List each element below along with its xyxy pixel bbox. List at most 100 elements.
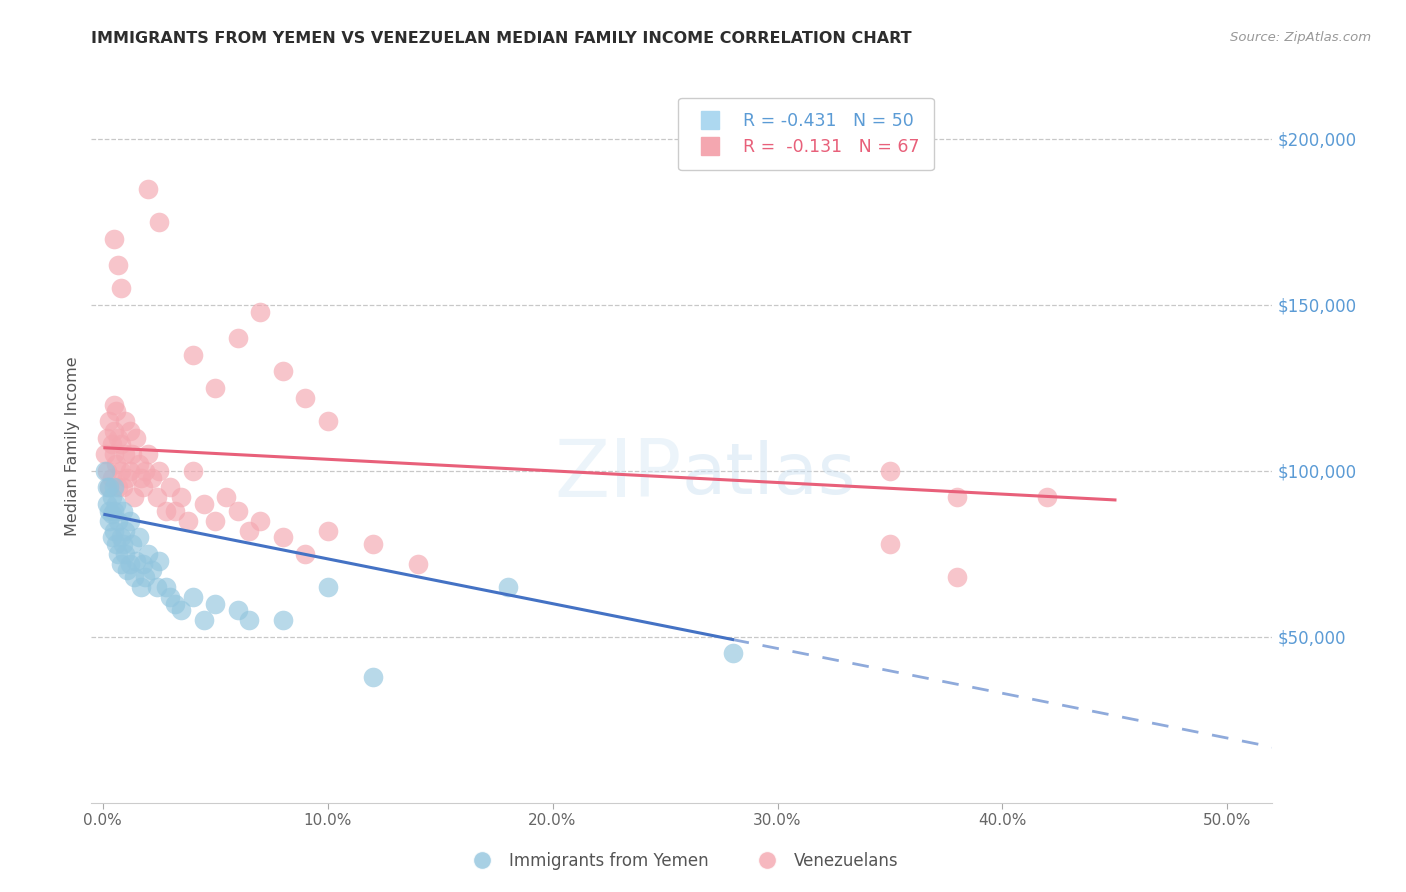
Point	[204, 597, 226, 611]
Point	[114, 447, 136, 461]
Point	[148, 553, 170, 567]
Point	[111, 504, 134, 518]
Point	[117, 564, 139, 578]
Point	[98, 481, 121, 495]
Point	[107, 514, 129, 528]
Point	[98, 414, 121, 428]
Point	[170, 491, 193, 505]
Point	[98, 514, 121, 528]
Point	[129, 580, 152, 594]
Point	[177, 514, 200, 528]
Point	[96, 464, 118, 478]
Point	[204, 514, 226, 528]
Point	[181, 348, 204, 362]
Text: ZIP: ZIP	[554, 435, 682, 514]
Point	[128, 530, 150, 544]
Point	[159, 590, 181, 604]
Point	[238, 613, 260, 627]
Point	[193, 497, 215, 511]
Point	[100, 491, 122, 505]
Point	[96, 497, 118, 511]
Point	[238, 524, 260, 538]
Point	[132, 481, 155, 495]
Point	[118, 424, 141, 438]
Point	[141, 470, 163, 484]
Point	[111, 481, 134, 495]
Point	[103, 397, 125, 411]
Point	[96, 431, 118, 445]
Point	[105, 537, 128, 551]
Point	[316, 580, 339, 594]
Point	[136, 547, 159, 561]
Point	[181, 590, 204, 604]
Point	[148, 464, 170, 478]
Point	[111, 537, 134, 551]
Point	[118, 464, 141, 478]
Point	[105, 457, 128, 471]
Point	[496, 580, 519, 594]
Point	[145, 580, 167, 594]
Legend: Immigrants from Yemen, Venezuelans: Immigrants from Yemen, Venezuelans	[458, 846, 905, 877]
Point	[226, 603, 249, 617]
Point	[249, 514, 271, 528]
Point	[155, 504, 177, 518]
Point	[117, 470, 139, 484]
Point	[122, 491, 145, 505]
Point	[110, 281, 132, 295]
Point	[128, 457, 150, 471]
Point	[107, 481, 129, 495]
Point	[110, 557, 132, 571]
Point	[361, 537, 384, 551]
Point	[316, 524, 339, 538]
Point	[103, 231, 125, 245]
Point	[110, 464, 132, 478]
Point	[946, 491, 969, 505]
Point	[159, 481, 181, 495]
Point	[181, 464, 204, 478]
Point	[163, 597, 186, 611]
Point	[134, 464, 156, 478]
Point	[122, 570, 145, 584]
Point	[249, 304, 271, 318]
Point	[100, 507, 122, 521]
Point	[271, 613, 294, 627]
Point	[271, 530, 294, 544]
Point	[946, 570, 969, 584]
Point	[155, 580, 177, 594]
Point	[879, 537, 901, 551]
Point	[114, 414, 136, 428]
Point	[721, 647, 744, 661]
Point	[98, 504, 121, 518]
Point	[193, 613, 215, 627]
Point	[879, 464, 901, 478]
Point	[271, 364, 294, 378]
Point	[226, 504, 249, 518]
Text: Source: ZipAtlas.com: Source: ZipAtlas.com	[1230, 31, 1371, 45]
Point	[103, 447, 125, 461]
Point	[118, 557, 141, 571]
Point	[136, 447, 159, 461]
Point	[125, 431, 148, 445]
Point	[294, 391, 316, 405]
Point	[98, 481, 121, 495]
Point	[136, 182, 159, 196]
Point	[110, 530, 132, 544]
Point	[141, 564, 163, 578]
Point	[406, 557, 429, 571]
Point	[121, 537, 143, 551]
Point	[204, 381, 226, 395]
Point	[105, 404, 128, 418]
Point	[100, 437, 122, 451]
Text: IMMIGRANTS FROM YEMEN VS VENEZUELAN MEDIAN FAMILY INCOME CORRELATION CHART: IMMIGRANTS FROM YEMEN VS VENEZUELAN MEDI…	[91, 31, 912, 46]
Point	[110, 437, 132, 451]
Point	[163, 504, 186, 518]
Point	[105, 497, 128, 511]
Point	[226, 331, 249, 345]
Point	[103, 524, 125, 538]
Point	[114, 547, 136, 561]
Point	[103, 504, 125, 518]
Text: atlas: atlas	[682, 440, 856, 509]
Point	[148, 215, 170, 229]
Point	[316, 414, 339, 428]
Point	[118, 514, 141, 528]
